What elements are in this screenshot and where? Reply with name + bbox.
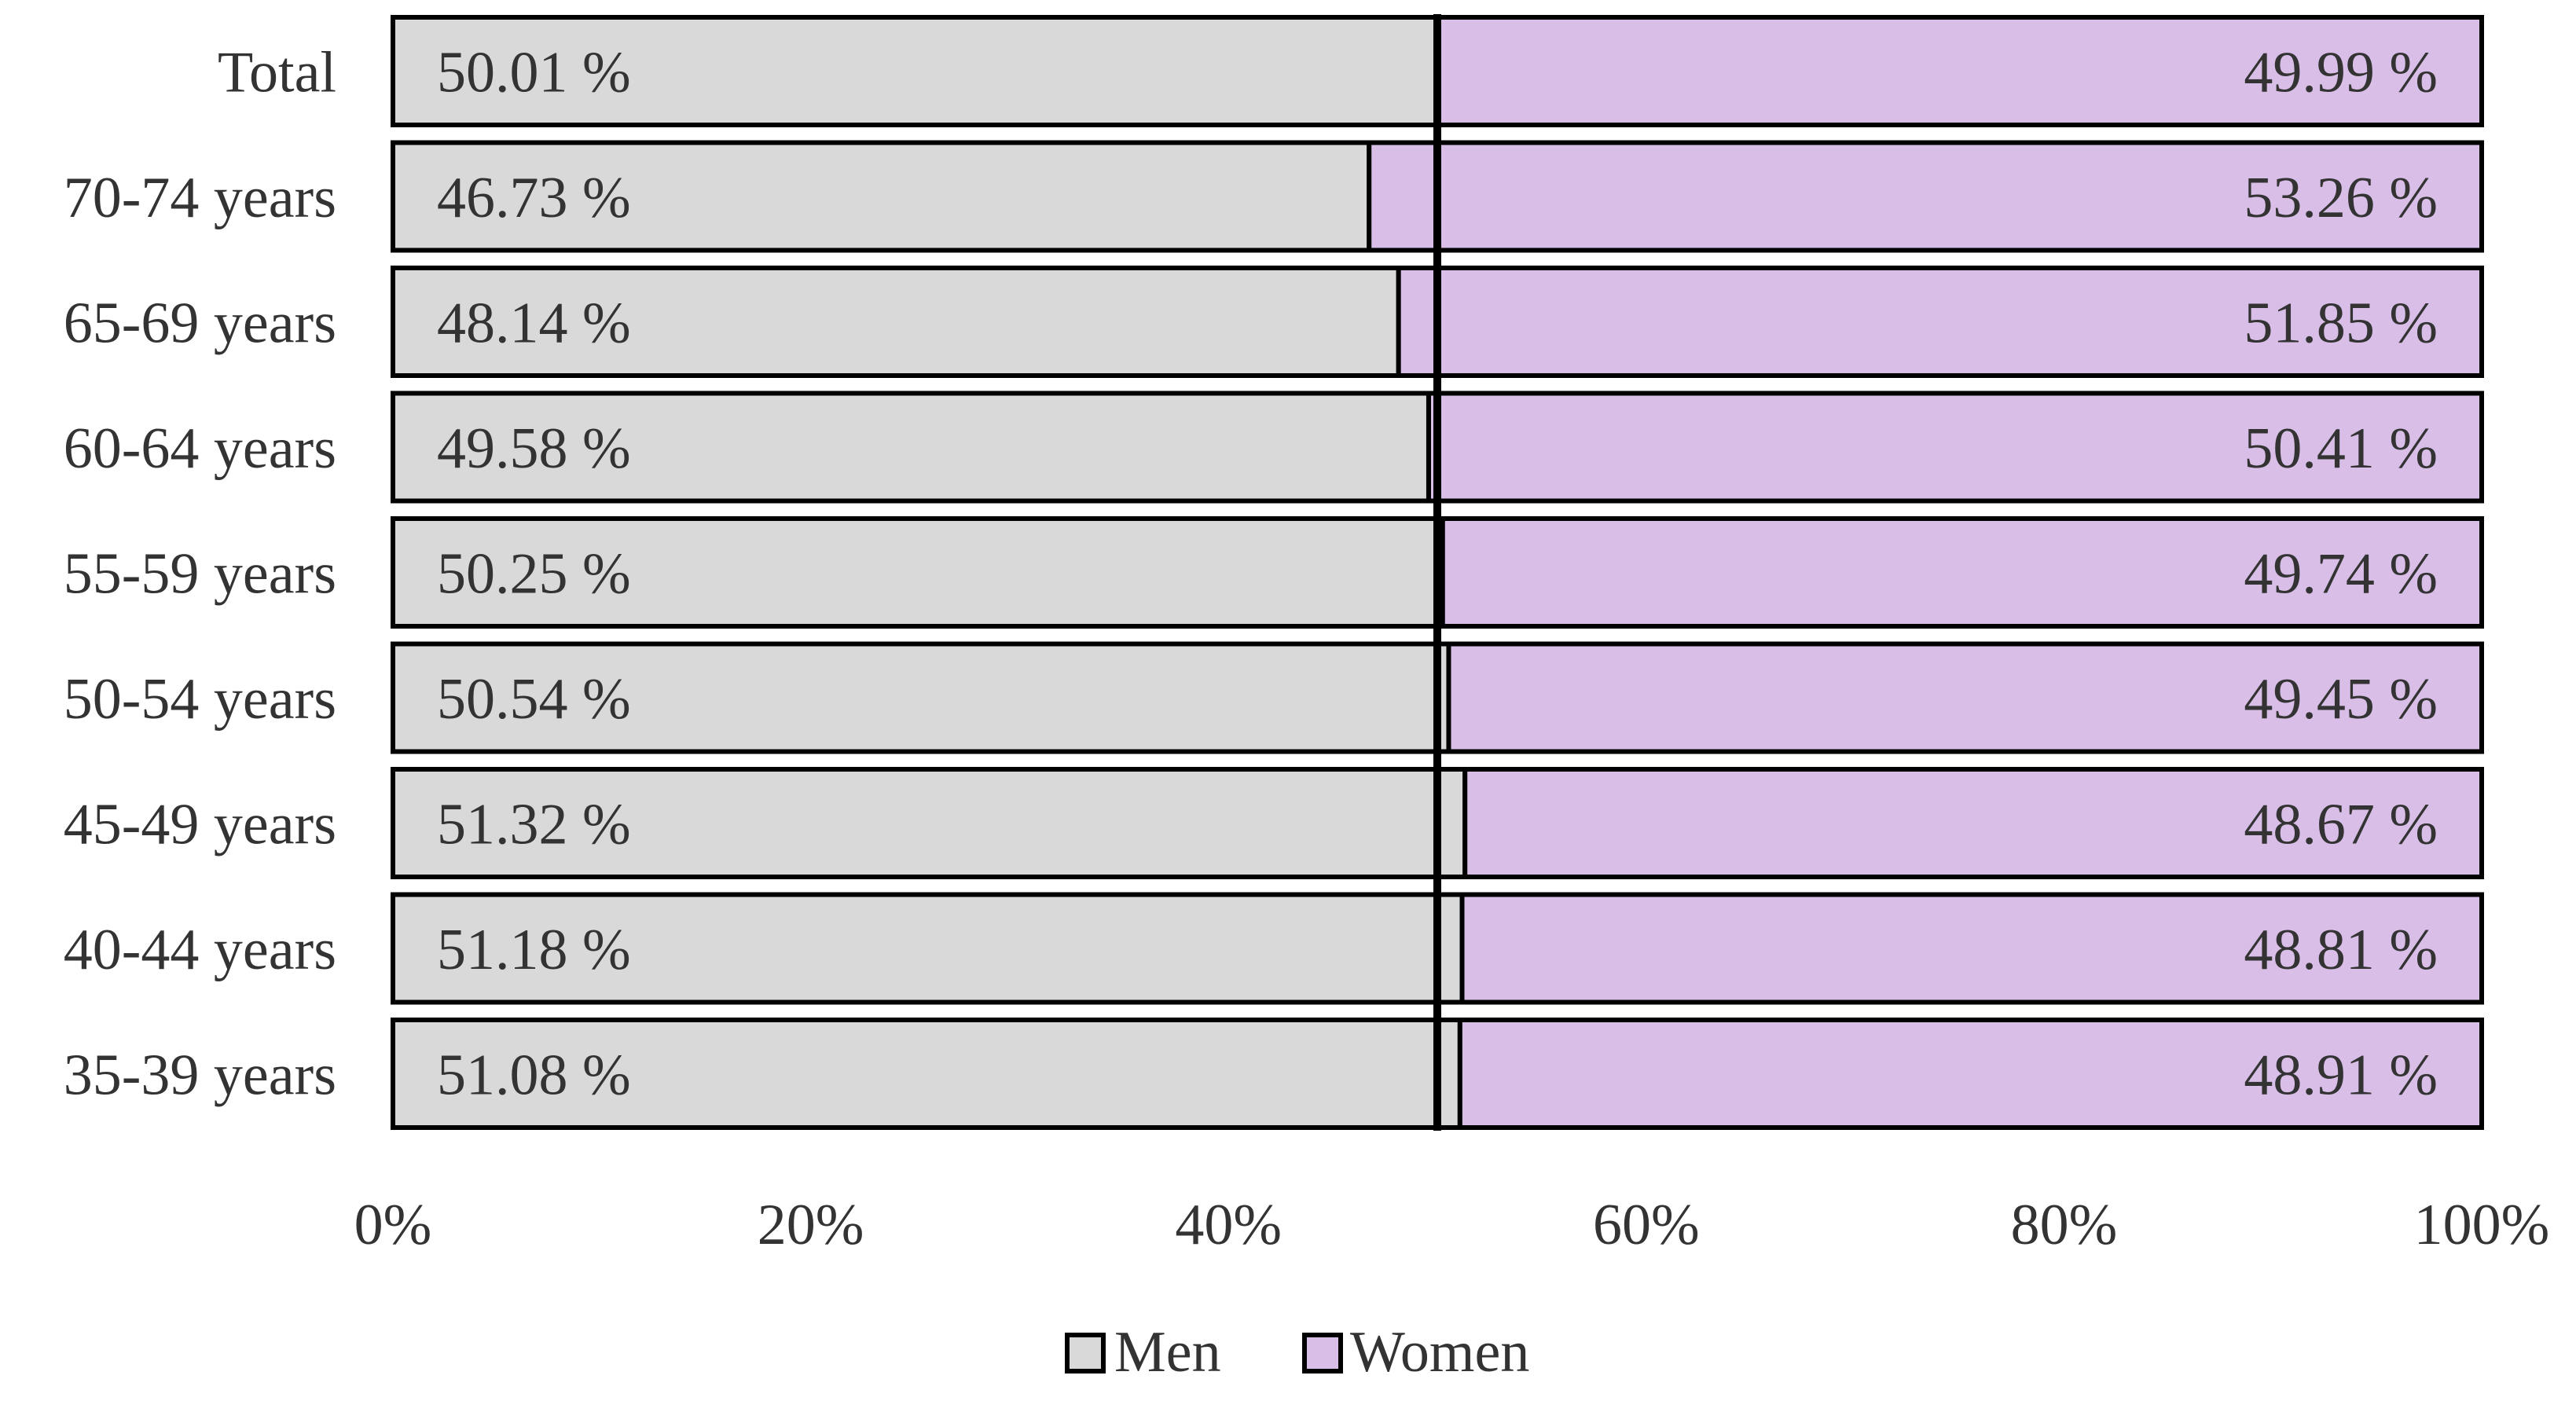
category-label: 65-69 years <box>64 292 336 356</box>
data-label-men: 49.58 % <box>437 416 631 481</box>
data-label-men: 50.54 % <box>437 667 631 732</box>
labels-layer: Total 50.01 % 49.99 % 70-74 years 46.73 % 53.… <box>64 41 2438 1108</box>
legend-swatch-women <box>1302 1333 1343 1373</box>
x-tick-label: 80% <box>2011 1193 2118 1257</box>
data-label-women: 49.74 % <box>2244 542 2438 607</box>
x-axis: 0% 20% 40% 60% 80% 100% <box>354 1193 2550 1257</box>
bar-women-65-69-years <box>1396 266 2484 378</box>
category-label: 35-39 years <box>64 1043 336 1108</box>
bar-women-35-39-years <box>1457 1018 2484 1130</box>
data-label-men: 51.18 % <box>437 918 631 982</box>
category-label: 45-49 years <box>64 793 336 857</box>
category-label: 40-44 years <box>64 918 336 982</box>
data-label-women: 49.45 % <box>2244 667 2438 732</box>
data-label-men: 51.32 % <box>437 793 631 857</box>
bar-women-55-59-years <box>1440 516 2484 629</box>
data-label-women: 48.67 % <box>2244 793 2438 857</box>
bars-layer <box>391 14 2484 1131</box>
bar-women-60-64-years <box>1426 391 2484 504</box>
legend-label-men: Men <box>1114 1320 1221 1384</box>
bar-men-45-49-years <box>391 767 1468 879</box>
category-label: 55-59 years <box>64 542 336 607</box>
bar-men-60-64-years <box>391 391 1431 504</box>
x-tick-label: 100% <box>2414 1193 2550 1257</box>
bar-women-40-44-years <box>1459 892 2484 1005</box>
data-label-men: 51.08 % <box>437 1043 631 1108</box>
bar-men-55-59-years <box>391 516 1445 629</box>
legend-swatch-men <box>1065 1333 1106 1373</box>
bar-women-50-54-years <box>1446 641 2484 754</box>
bar-men-70-74-years <box>391 140 1372 253</box>
data-label-women: 50.41 % <box>2244 416 2438 481</box>
bar-men-total <box>391 15 1440 127</box>
x-tick-label: 40% <box>1175 1193 1282 1257</box>
data-label-women: 48.91 % <box>2244 1043 2438 1108</box>
category-label: 70-74 years <box>64 166 336 230</box>
legend-label-women: Women <box>1350 1320 1529 1384</box>
x-tick-label: 0% <box>354 1193 432 1257</box>
data-label-women: 51.85 % <box>2244 292 2438 356</box>
data-label-women: 49.99 % <box>2244 41 2438 105</box>
bar-men-35-39-years <box>391 1018 1462 1130</box>
category-label: Total <box>218 41 336 105</box>
x-tick-label: 20% <box>758 1193 864 1257</box>
bar-women-total <box>1435 15 2484 127</box>
legend: Men Women <box>1065 1320 1529 1384</box>
data-label-women: 48.81 % <box>2244 918 2438 982</box>
category-label: 50-54 years <box>64 667 336 732</box>
data-label-men: 50.01 % <box>437 41 631 105</box>
category-label: 60-64 years <box>64 416 336 481</box>
data-label-women: 53.26 % <box>2244 166 2438 230</box>
data-label-men: 50.25 % <box>437 542 631 607</box>
data-label-men: 48.14 % <box>437 292 631 356</box>
bar-men-65-69-years <box>391 266 1401 378</box>
bar-women-45-49-years <box>1462 767 2484 879</box>
bar-women-70-74-years <box>1367 140 2484 253</box>
x-tick-label: 60% <box>1593 1193 1700 1257</box>
data-label-men: 46.73 % <box>437 166 631 230</box>
